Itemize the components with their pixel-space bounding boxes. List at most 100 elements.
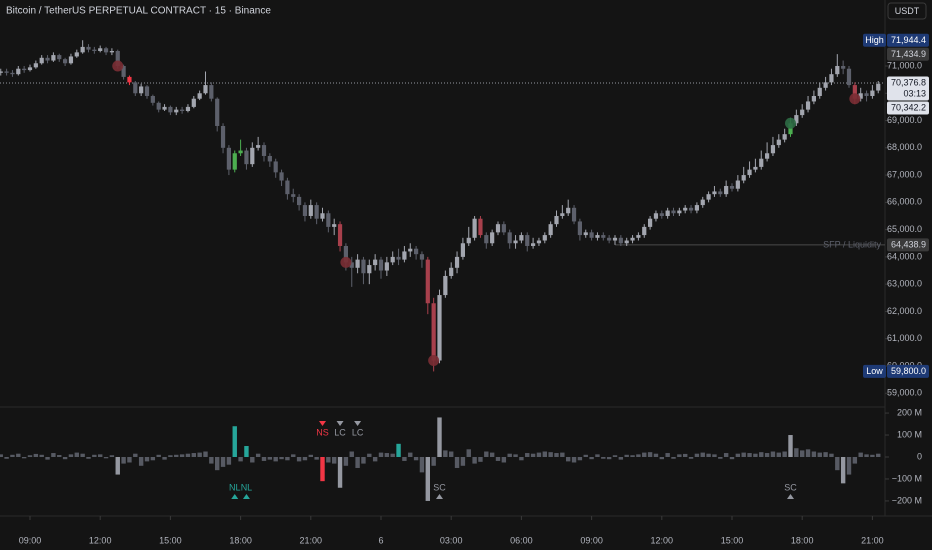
volume-bar [431,456,436,466]
volume-bar [530,453,536,457]
candle-body [548,224,553,236]
candle-body [589,232,594,238]
candle-body [180,109,185,111]
candle-body [162,106,167,110]
signal-triangle [787,494,794,499]
currency-label[interactable]: USDT [895,6,920,16]
candle-body [776,139,781,146]
candle-body [332,224,337,227]
volume-bar [811,451,817,457]
volume-bar [460,456,466,466]
volume-bar [840,456,846,484]
signal-dot [112,60,124,72]
volume-bar [255,453,261,457]
candle-body [841,65,846,69]
price-badge-label: 71,434.9 [891,49,926,59]
candle-body [542,235,547,241]
volume-bar [729,456,735,460]
candle-body [729,185,735,189]
volume-bar [671,456,676,459]
candle-body [618,237,623,244]
volume-bar [636,454,641,457]
candle-body [811,95,816,102]
volume-bar [337,456,343,488]
volume-bar [51,453,56,457]
y-tick-label: 200 M [897,407,922,417]
candle-body [612,237,618,241]
candle-body [665,210,670,216]
candle-body [782,134,787,140]
candle-body [174,109,179,113]
candle-body [823,82,828,88]
volume-bar [624,454,629,457]
signal-label: NL [241,482,253,492]
candle-body [45,57,50,61]
candle-body [349,262,354,268]
y-tick-label: 62,000.0 [887,306,922,316]
candle-body [320,213,325,219]
candle-body [560,213,565,216]
volume-bar [864,454,869,457]
volume-bar [209,456,214,464]
volume-bar [800,450,805,457]
y-tick-label: 66,000.0 [887,197,922,207]
candle-body [238,150,243,154]
volume-bar [805,449,811,457]
candle-body [80,46,85,53]
candle-body [256,145,261,148]
volume-bar [723,453,729,457]
volume-bar [0,454,3,457]
volume-bar [408,452,413,457]
signal-triangle [436,494,443,499]
volume-bar [74,452,79,457]
volume-bar [174,454,179,457]
candle-body [109,50,114,53]
volume-bar [92,454,97,457]
volume-bar [27,455,33,457]
candle-body [735,180,740,189]
volume-bar [150,456,156,461]
candle-body [197,93,202,99]
y-tick-label: 61,000.0 [887,333,922,343]
x-tick-label: 15:00 [721,535,744,545]
volume-bar [782,451,787,457]
price-badge [887,47,929,61]
candle-body [63,59,68,64]
y-tick-label: 68,000.0 [887,142,922,152]
candle-body [852,85,857,99]
candle-body [51,55,56,61]
price-tag-box [863,33,886,47]
candle-body [747,169,752,176]
volume-bar [706,453,711,457]
volume-bar [191,453,196,457]
volume-bar [232,426,237,457]
price-badge-label: 70,342.2 [891,103,926,113]
candle-body [490,232,495,244]
volume-bar [168,455,173,457]
volume-bar [332,456,337,464]
volume-bar [571,456,577,463]
volume-bar [367,453,372,457]
volume-bar [525,453,530,457]
candle-body [127,76,132,83]
currency-button[interactable] [887,2,927,20]
candle-body [144,86,150,96]
signal-dot [849,93,861,105]
volume-bar [133,453,138,457]
candle-body [653,213,659,219]
candle-body [630,237,635,241]
candle-body [460,243,465,257]
candle-body [425,259,430,304]
candle-body [454,256,460,268]
volume-bar [285,456,290,461]
candle-body [4,71,9,73]
candle-body [659,213,664,216]
volume-bar [665,453,670,457]
signal-triangle [231,494,239,499]
x-tick-label: 6 [378,535,383,545]
volume-bar [10,454,15,457]
candle-body [378,259,384,271]
volume-bar [618,456,624,460]
candle-body [677,210,682,214]
candle-body [671,210,676,214]
